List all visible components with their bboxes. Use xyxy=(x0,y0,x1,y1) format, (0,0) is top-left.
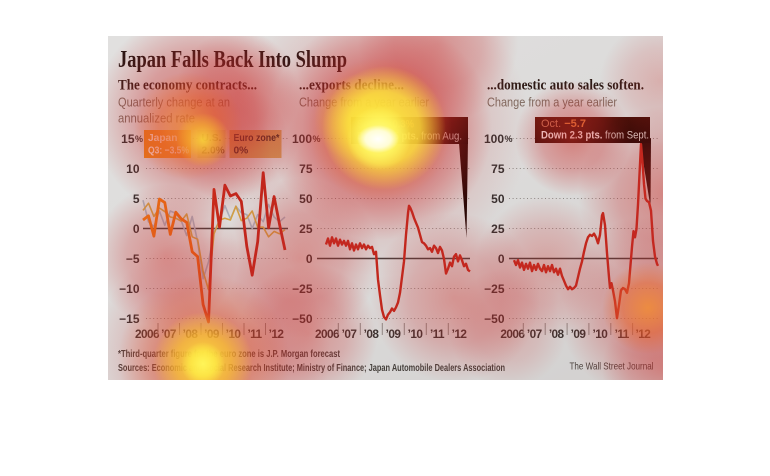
svg-text:’09: ’09 xyxy=(571,327,587,341)
svg-text:’10: ’10 xyxy=(408,327,424,341)
svg-text:0: 0 xyxy=(306,252,313,266)
svg-text:−15: −15 xyxy=(119,312,140,326)
svg-text:−25: −25 xyxy=(484,282,505,296)
svg-text:50: 50 xyxy=(299,192,313,206)
svg-text:’07: ’07 xyxy=(342,327,358,341)
svg-text:Down 8.5 pts. from Aug.: Down 8.5 pts. from Aug. xyxy=(357,131,462,143)
svg-text:’12: ’12 xyxy=(269,327,285,341)
svg-text:%: % xyxy=(135,134,143,144)
svg-text:’08: ’08 xyxy=(183,327,199,341)
svg-text:Change from a year earlier: Change from a year earlier xyxy=(299,96,429,110)
svg-text:’09: ’09 xyxy=(386,327,402,341)
svg-text:100: 100 xyxy=(292,132,312,146)
svg-text:100: 100 xyxy=(484,132,504,146)
svg-text:’11: ’11 xyxy=(615,327,630,341)
svg-text:50: 50 xyxy=(491,192,505,206)
svg-text:Quarterly change at an: Quarterly change at an xyxy=(118,96,230,110)
svg-text:−50: −50 xyxy=(484,312,505,326)
svg-text:...exports decline...: ...exports decline... xyxy=(299,78,404,94)
svg-text:’09: ’09 xyxy=(204,327,220,341)
svg-text:15: 15 xyxy=(121,132,135,146)
svg-text:Japan Falls Back Into Slump: Japan Falls Back Into Slump xyxy=(118,47,347,73)
svg-text:−50: −50 xyxy=(292,312,313,326)
svg-text:’10: ’10 xyxy=(226,327,242,341)
svg-text:Q3: −3.5%: Q3: −3.5% xyxy=(148,146,189,157)
svg-text:75: 75 xyxy=(299,162,313,176)
svg-text:Oct. −5.7: Oct. −5.7 xyxy=(541,118,586,130)
svg-text:−5: −5 xyxy=(126,252,140,266)
svg-text:2006: 2006 xyxy=(315,327,340,341)
svg-text:Sept. −10.3%: Sept. −10.3% xyxy=(357,119,414,131)
svg-text:Euro zone*: Euro zone* xyxy=(234,133,280,144)
svg-text:2.0%: 2.0% xyxy=(202,146,225,157)
svg-text:...domestic auto sales soften.: ...domestic auto sales soften. xyxy=(487,78,644,94)
svg-text:U.S.: U.S. xyxy=(202,133,222,144)
svg-text:0: 0 xyxy=(133,222,140,236)
svg-text:’08: ’08 xyxy=(364,327,380,341)
svg-text:’07: ’07 xyxy=(527,327,543,341)
svg-text:25: 25 xyxy=(491,222,505,236)
svg-text:10: 10 xyxy=(126,162,140,176)
svg-text:0%: 0% xyxy=(234,146,249,157)
svg-text:’10: ’10 xyxy=(593,327,609,341)
svg-text:Down 2.3 pts. from Sept.: Down 2.3 pts. from Sept. xyxy=(541,130,649,142)
svg-text:%: % xyxy=(313,134,321,144)
svg-text:0: 0 xyxy=(498,252,505,266)
svg-text:Change from a year earlier: Change from a year earlier xyxy=(487,96,617,110)
svg-text:%: % xyxy=(505,134,513,144)
svg-text:Sources: Economic and Social R: Sources: Economic and Social Research In… xyxy=(118,363,505,374)
svg-text:’12: ’12 xyxy=(636,327,652,341)
svg-text:The economy contracts...: The economy contracts... xyxy=(118,78,257,94)
svg-text:75: 75 xyxy=(491,162,505,176)
svg-text:’11: ’11 xyxy=(430,327,445,341)
svg-text:’07: ’07 xyxy=(161,327,177,341)
svg-text:−25: −25 xyxy=(292,282,313,296)
svg-text:25: 25 xyxy=(299,222,313,236)
svg-text:*Third-quarter figure for the: *Third-quarter figure for the euro zone … xyxy=(118,349,341,360)
svg-text:annualized rate: annualized rate xyxy=(118,112,195,126)
svg-text:’08: ’08 xyxy=(549,327,565,341)
svg-text:’11: ’11 xyxy=(247,327,262,341)
svg-text:The Wall Street Journal: The Wall Street Journal xyxy=(570,362,654,373)
svg-text:2006: 2006 xyxy=(500,327,525,341)
svg-text:’12: ’12 xyxy=(452,327,468,341)
svg-text:−10: −10 xyxy=(119,282,140,296)
svg-text:Japan: Japan xyxy=(148,133,177,144)
svg-text:5: 5 xyxy=(133,192,140,206)
svg-text:2006: 2006 xyxy=(135,327,160,341)
